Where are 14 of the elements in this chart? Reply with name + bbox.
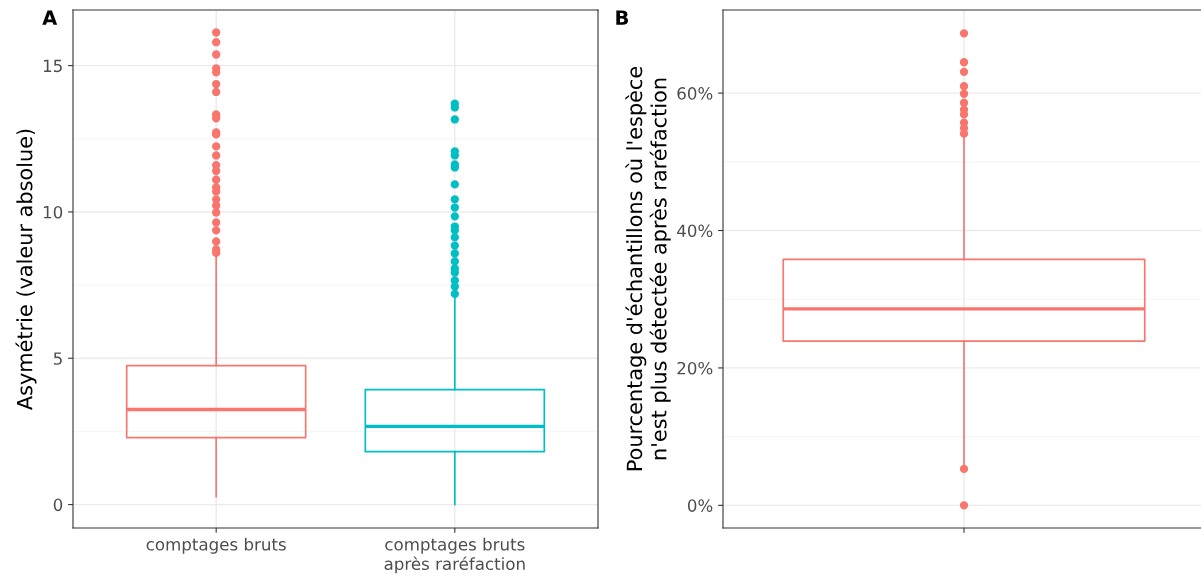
x-tick-label: comptages bruts <box>146 537 286 554</box>
y-axis-title: Pourcentage d'échantillons où l'espèce n'est plus détectée après raréfaction <box>625 66 671 471</box>
chart-title: A <box>42 10 58 25</box>
y-tick-label: 5 <box>53 352 62 365</box>
chart-title: B <box>616 10 628 25</box>
y-tick-label: 20% <box>677 361 713 375</box>
y-tick-label: 40% <box>677 224 713 238</box>
y-tick-label: 10 <box>43 205 63 219</box>
y-tick-label: 0 <box>53 498 63 512</box>
y-tick-label: 0% <box>687 499 713 512</box>
y-axis-title: Asymétrie (valeur absolue) <box>15 129 37 410</box>
y-tick-label: 60% <box>677 87 713 100</box>
y-tick-label: 15 <box>43 59 62 73</box>
x-tick-label: comptages bruts après raréfaction <box>384 537 525 574</box>
